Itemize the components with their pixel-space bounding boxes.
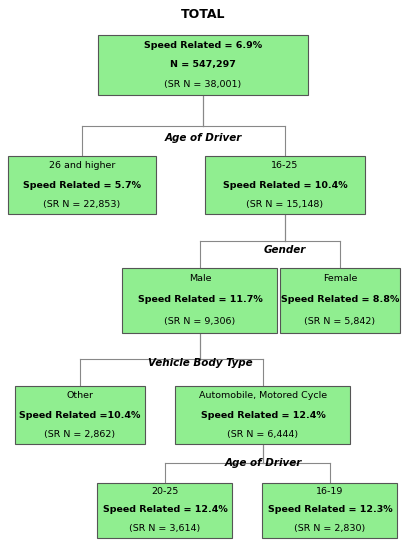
Text: N = 547,297: N = 547,297 [170,61,235,70]
FancyBboxPatch shape [205,156,364,214]
Text: Speed Related = 12.3%: Speed Related = 12.3% [267,506,391,514]
Text: Age of Driver: Age of Driver [164,133,241,143]
Text: Speed Related = 10.4%: Speed Related = 10.4% [222,181,346,189]
Text: (SR N = 15,148): (SR N = 15,148) [246,200,323,209]
FancyBboxPatch shape [15,386,145,444]
FancyBboxPatch shape [262,482,396,538]
Text: Male: Male [188,274,211,283]
Text: Speed Related = 8.8%: Speed Related = 8.8% [280,295,398,305]
FancyBboxPatch shape [175,386,350,444]
Text: (SR N = 22,853): (SR N = 22,853) [43,200,120,209]
Text: 26 and higher: 26 and higher [49,161,115,170]
Text: (SR N = 2,830): (SR N = 2,830) [294,524,365,533]
Text: (SR N = 38,001): (SR N = 38,001) [164,81,241,89]
Text: (SR N = 3,614): (SR N = 3,614) [129,524,200,533]
Text: (SR N = 2,862): (SR N = 2,862) [44,430,115,439]
Text: Speed Related = 12.4%: Speed Related = 12.4% [102,506,227,514]
FancyBboxPatch shape [279,268,399,332]
Text: (SR N = 5,842): (SR N = 5,842) [304,317,375,326]
Text: 16-25: 16-25 [271,161,298,170]
Text: Speed Related = 5.7%: Speed Related = 5.7% [23,181,141,189]
Text: Other: Other [66,391,93,400]
Text: 20-25: 20-25 [151,487,178,496]
Text: Speed Related = 12.4%: Speed Related = 12.4% [200,411,324,420]
FancyBboxPatch shape [8,156,156,214]
Text: Speed Related = 11.7%: Speed Related = 11.7% [137,295,262,305]
Text: Vehicle Body Type: Vehicle Body Type [147,358,252,368]
FancyBboxPatch shape [98,35,307,95]
Text: (SR N = 9,306): (SR N = 9,306) [164,317,235,326]
Text: Female: Female [322,274,356,283]
Text: Speed Related = 6.9%: Speed Related = 6.9% [144,40,261,50]
Text: (SR N = 6,444): (SR N = 6,444) [227,430,298,439]
FancyBboxPatch shape [122,268,277,332]
Text: Automobile, Motored Cycle: Automobile, Motored Cycle [198,391,326,400]
FancyBboxPatch shape [97,482,232,538]
Text: Speed Related =10.4%: Speed Related =10.4% [19,411,141,420]
Text: Age of Driver: Age of Driver [224,458,301,468]
Text: Gender: Gender [263,245,305,255]
Text: 16-19: 16-19 [315,487,343,496]
Text: TOTAL: TOTAL [180,8,225,20]
